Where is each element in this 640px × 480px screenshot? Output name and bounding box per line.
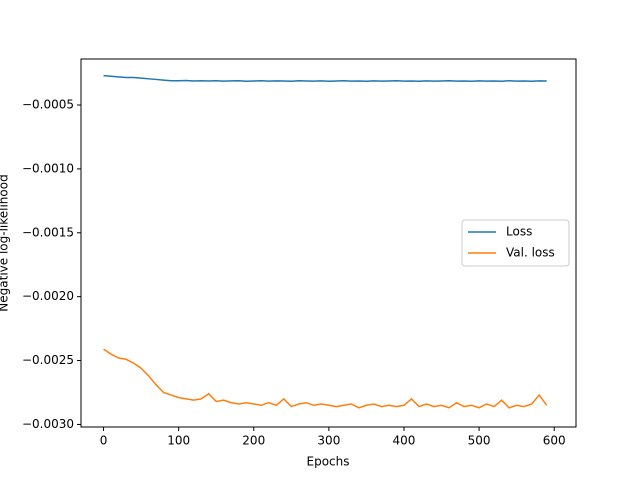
- y-axis-label: Negative log-likelihood: [0, 174, 11, 311]
- x-tick-label: 400: [393, 434, 416, 448]
- x-tick-label: 100: [167, 434, 190, 448]
- plot-frame: [80, 58, 577, 428]
- y-tick-label: −0.0030: [22, 417, 74, 431]
- y-tick-label: −0.0005: [22, 98, 74, 112]
- x-axis-label: Epochs: [307, 455, 350, 469]
- x-tick-label: 200: [242, 434, 265, 448]
- x-tick-label: 500: [468, 434, 491, 448]
- line-series: [103, 348, 548, 409]
- x-tick-label: 300: [317, 434, 340, 448]
- legend-label: Loss: [506, 225, 532, 239]
- y-tick-label: −0.0020: [22, 289, 74, 303]
- legend-label: Val. loss: [506, 246, 555, 260]
- x-tick-label: 0: [100, 434, 108, 448]
- y-tick-label: −0.0010: [22, 161, 74, 175]
- y-tick-label: −0.0025: [22, 353, 74, 367]
- y-tick-label: −0.0015: [22, 225, 74, 239]
- line-series: [103, 74, 547, 82]
- x-tick-label: 600: [543, 434, 566, 448]
